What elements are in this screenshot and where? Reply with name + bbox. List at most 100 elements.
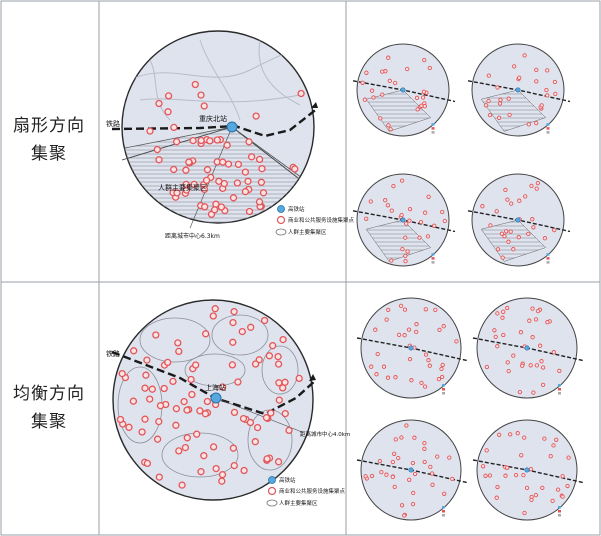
example-poi [404,221,409,226]
example-poi [399,212,404,218]
example-poi [423,307,428,312]
poi-marker [279,335,287,344]
example-poi [386,307,391,313]
example-poi [405,66,410,72]
poi-marker [187,375,195,384]
example-poi [522,53,527,58]
example-poi [392,80,398,86]
example-poi [399,178,405,183]
example-poi [410,460,416,466]
poi-marker [185,158,193,166]
example-poi [377,458,383,464]
poi-marker [218,477,226,485]
example-legend-swatch [558,388,561,391]
example-poi [427,363,432,368]
balanced-poi-group [116,305,303,489]
example-poi [422,57,427,63]
poi-marker [265,352,274,360]
example-poi [484,448,489,453]
legend-zone-text-bottom: 人群主要集聚区 [279,499,318,507]
poi-marker [253,423,262,432]
example-poi [534,186,539,191]
poi-marker [183,434,191,442]
poi-marker [146,127,154,135]
poi-marker [190,180,198,189]
example-poi [364,70,369,75]
poi-marker [229,338,237,346]
example-poi [517,389,523,395]
example-poi [379,469,384,475]
example-poi [488,223,493,228]
example-poi [496,115,502,120]
poi-marker [218,471,227,479]
example-poi [391,183,396,189]
poi-marker [200,102,208,110]
poi-marker [170,123,178,132]
example-poi [390,474,395,480]
example-legend-swatch [546,131,550,134]
example-poi [389,208,394,213]
example-poi [442,218,447,224]
example-poi [402,307,408,312]
example-poi [422,440,427,446]
example-poi [527,318,532,323]
railway-label-bottom: 铁路 [106,349,120,358]
example-poi [389,258,394,263]
example-poi [432,223,437,228]
example-poi [400,246,405,252]
example-station [408,345,414,351]
poi-marker [267,409,275,417]
example-poi [439,374,445,380]
poi-marker [148,385,156,393]
poi-marker [156,402,165,410]
poi-marker [175,447,183,455]
example-poi [429,471,435,476]
poi-marker [169,377,177,386]
legend-zone-text: 人群主要集聚区 [288,228,327,236]
example-poi [552,79,558,85]
example-poi [410,501,416,507]
poi-marker [228,361,237,369]
poi-marker [155,417,163,426]
example-poi [495,484,500,490]
poi-marker [274,352,282,361]
example-poi [557,368,562,374]
example-poi [414,329,419,335]
example-poi [436,376,442,382]
example-poi [495,311,500,316]
legend-zone-icon [275,228,287,236]
example-poi [530,335,535,340]
example-poi [506,368,511,374]
balanced-station-marker [210,392,222,404]
example-legend-swatch [558,510,561,513]
example-poi [402,333,407,338]
example-poi [518,330,524,335]
example-panel [356,419,468,521]
poi-marker [223,141,231,149]
example-poi [519,453,524,458]
example-poi [378,116,383,121]
poi-marker [143,459,152,468]
example-poi [407,218,412,223]
row-label-balanced: 均衡方向 集聚 [0,380,98,436]
example-legend-swatch [558,506,561,509]
example-poi [439,366,444,372]
poi-marker [164,92,173,100]
example-poi [498,97,503,102]
example-poi [552,227,557,233]
example-panel [472,419,584,521]
poi-marker [209,443,218,451]
row-label-sector: 扇形方向 集聚 [0,112,98,168]
example-poi [450,476,455,482]
example-poi [407,356,413,362]
example-poi [542,436,547,441]
example-legend-swatch [442,388,445,391]
poi-marker [160,384,168,393]
railway-arrow-top [311,102,318,108]
poi-marker [260,316,269,325]
poi-marker [203,166,212,174]
poi-marker [155,99,163,108]
example-poi [501,332,506,338]
example-station [524,345,530,351]
